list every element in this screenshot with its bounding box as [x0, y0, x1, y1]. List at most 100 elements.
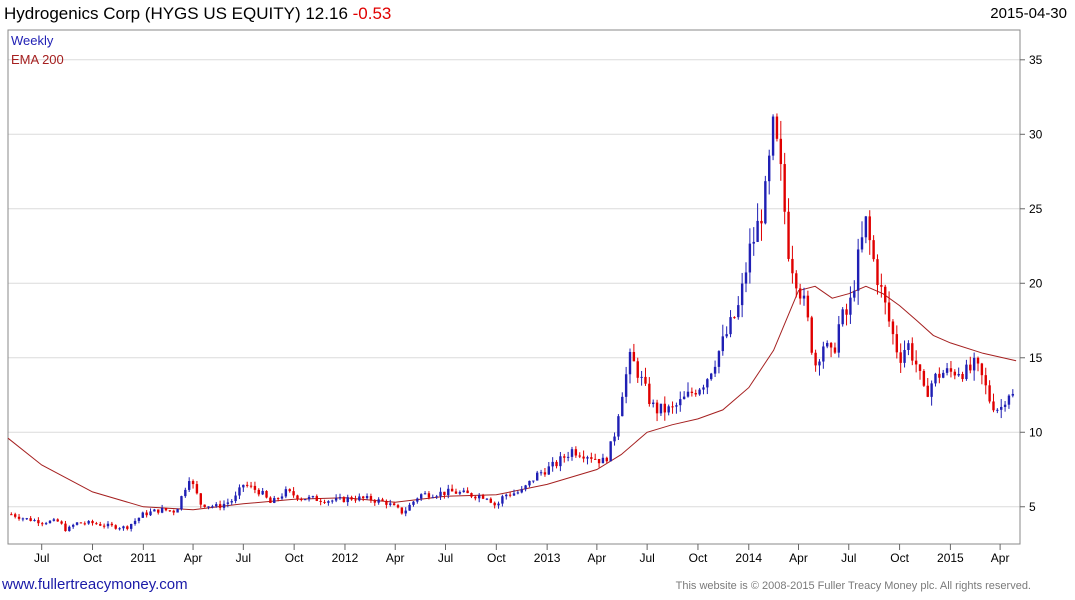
y-tick-label: 35 [1029, 53, 1043, 67]
x-tick-label: Jul [841, 551, 856, 565]
candle-body [984, 375, 987, 386]
candle-body [682, 396, 686, 400]
price-change: -0.53 [352, 4, 392, 23]
candle-body [841, 309, 844, 325]
candle-body [493, 502, 496, 506]
candle-body [276, 498, 280, 500]
candle-body [891, 321, 895, 335]
candle-body [435, 496, 438, 498]
x-tick-label: Jul [639, 551, 654, 565]
candle-body [737, 305, 740, 318]
candle-body [389, 503, 392, 505]
y-tick-label: 15 [1029, 351, 1043, 365]
candle-body [702, 387, 705, 390]
candle-body [582, 456, 585, 459]
candle-body [590, 457, 593, 459]
candle-body [238, 487, 241, 496]
candle-body [454, 491, 458, 494]
candle-body [245, 484, 249, 486]
candle-body [872, 240, 875, 260]
candle-body [315, 496, 318, 501]
candle-body [524, 485, 527, 490]
candle-body [621, 396, 624, 417]
candle-body [787, 211, 790, 259]
candle-body [408, 504, 411, 511]
candle-body [961, 373, 964, 380]
candle-body [609, 441, 612, 462]
candle-body [829, 342, 833, 348]
candle-body [539, 472, 543, 474]
y-tick-label: 10 [1029, 425, 1043, 439]
candle-body [555, 461, 558, 467]
candle-body [466, 490, 469, 494]
candle-body [617, 416, 620, 437]
candle-body [396, 505, 400, 508]
candle-body [443, 491, 446, 496]
candle-body [133, 520, 137, 524]
candle-body [868, 216, 871, 241]
candle-body [56, 519, 59, 522]
candle-body [613, 436, 616, 442]
candle-body [10, 514, 13, 516]
candle-body [485, 498, 489, 500]
chart-title: Hydrogenics Corp (HYGS US EQUITY) 12.16 … [4, 4, 391, 24]
candle-body [686, 391, 690, 397]
candle-body [980, 363, 984, 376]
candle-body [659, 403, 663, 414]
candle-body [230, 501, 233, 503]
candle-body [930, 383, 933, 397]
candle-body [79, 522, 83, 524]
candle-body [636, 361, 639, 378]
candle-body [783, 164, 786, 212]
candle-body [311, 496, 315, 498]
candle-body [180, 496, 183, 510]
candle-body [381, 499, 384, 501]
candle-body [114, 525, 117, 529]
candle-body [992, 401, 995, 411]
y-tick-label: 5 [1029, 500, 1036, 514]
candle-body [342, 497, 346, 503]
candle-body [725, 334, 728, 337]
x-axis: Jul Oct 2011 Apr Jul Oct 2012 Apr Jul Oct 2013 Apr J… [34, 544, 1009, 565]
y-tick-label: 20 [1029, 276, 1043, 290]
candle-body [280, 496, 284, 499]
candle-body [884, 286, 887, 303]
candle-body [361, 496, 365, 499]
candle-body [37, 520, 40, 524]
candle-body [853, 290, 856, 298]
x-tick-label: Oct [487, 551, 506, 565]
candle-body [505, 494, 508, 497]
candle-body [470, 493, 473, 497]
candle-body [833, 347, 837, 353]
candle-body [153, 509, 156, 512]
candle-body [462, 490, 465, 493]
candle-body [187, 481, 191, 490]
candle-body [802, 295, 806, 299]
candle-body [752, 241, 755, 244]
candle-body [536, 472, 539, 481]
candle-body [296, 495, 299, 500]
candle-body [586, 457, 589, 459]
candle-body [249, 485, 253, 487]
candle-body [29, 518, 32, 521]
candle-body [168, 510, 172, 512]
candle-body [907, 343, 910, 350]
candle-body [64, 523, 67, 532]
candle-body [222, 503, 226, 508]
candle-body [667, 406, 670, 413]
site-link[interactable]: www.fullertreacymoney.com [2, 576, 188, 593]
candle-body [25, 518, 28, 520]
candle-body [810, 317, 813, 353]
candle-body [822, 346, 825, 362]
candle-body [508, 494, 512, 496]
x-tick-label: 2015 [937, 551, 964, 565]
candle-body [864, 216, 868, 238]
candle-body [969, 364, 972, 371]
candle-body [477, 495, 481, 499]
candle-body [768, 155, 771, 182]
candle-body [60, 521, 63, 524]
candle-body [122, 526, 125, 529]
candle-body [497, 503, 500, 506]
candle-body [698, 389, 701, 395]
